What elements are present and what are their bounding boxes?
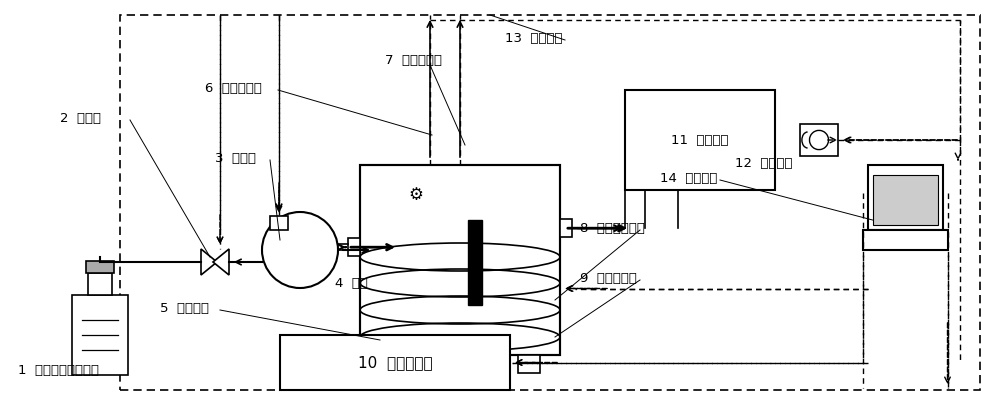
Bar [86,261,114,273]
Bar [88,273,112,295]
Text: 3  电磁泵: 3 电磁泵 [215,152,256,165]
Text: 4  管道: 4 管道 [335,277,368,290]
Bar [72,295,128,375]
Text: 7  温度传感器: 7 温度传感器 [385,54,442,67]
Text: ⚙: ⚙ [409,186,423,204]
Bar [270,216,288,230]
Bar [872,175,938,225]
Text: 11  储油装置: 11 储油装置 [671,134,729,147]
Bar [862,230,948,250]
Text: 8  电磁加热线圈: 8 电磁加热线圈 [580,222,645,235]
Bar [625,90,775,190]
Polygon shape [213,249,229,275]
Text: 1  变压器油进样装置: 1 变压器油进样装置 [18,364,99,377]
Bar [868,165,942,230]
Text: 9  密封件试样: 9 密封件试样 [580,272,637,285]
Text: 13  数据总线: 13 数据总线 [505,32,562,45]
Bar [518,355,540,373]
Text: 2  电磁阀: 2 电磁阀 [60,112,101,125]
Bar [360,165,560,355]
Text: 12  通讯接口: 12 通讯接口 [735,157,792,170]
Bar [800,124,838,156]
Bar [348,238,360,256]
Circle shape [262,212,338,288]
Text: 10  振动试验台: 10 振动试验台 [358,355,432,370]
Text: 14  控制终端: 14 控制终端 [660,172,717,185]
Text: 5  试验腾体: 5 试验腾体 [160,302,209,315]
Polygon shape [201,249,217,275]
Bar [280,335,510,390]
Text: 6  油压传感器: 6 油压传感器 [205,82,262,95]
Bar [120,15,980,390]
Bar [560,219,572,237]
Bar [468,220,482,305]
Bar [380,355,402,373]
Bar [360,165,560,355]
